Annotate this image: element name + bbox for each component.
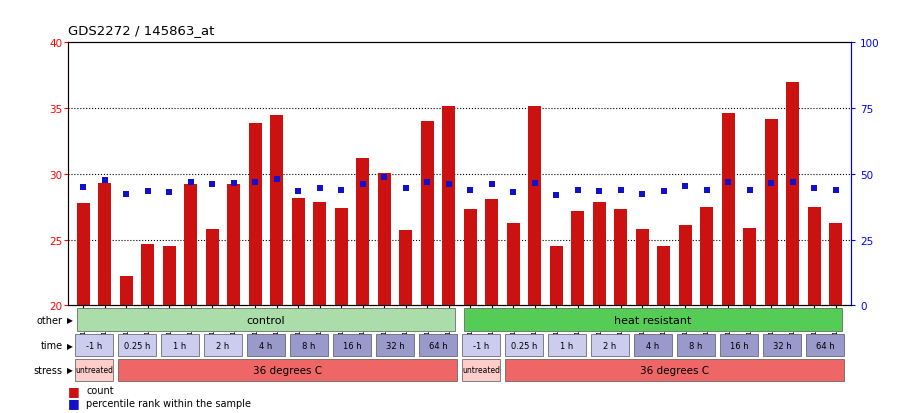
Bar	[722, 114, 734, 306]
Text: 64 h: 64 h	[815, 341, 834, 350]
Text: ▶: ▶	[67, 316, 73, 325]
Bar	[313, 202, 327, 306]
Bar	[808, 207, 821, 306]
Bar	[228, 185, 240, 306]
Bar	[591, 334, 630, 356]
Bar	[529, 106, 541, 306]
Text: 0.25 h: 0.25 h	[124, 341, 150, 350]
Text: control: control	[247, 315, 286, 325]
Bar	[247, 334, 286, 356]
Bar	[764, 119, 778, 306]
Bar	[206, 230, 218, 306]
Text: 1 h: 1 h	[561, 341, 573, 350]
Bar	[743, 228, 756, 306]
Bar	[117, 334, 157, 356]
Bar	[829, 223, 843, 306]
Bar	[161, 334, 199, 356]
Bar	[786, 83, 799, 306]
Bar	[163, 247, 176, 306]
Bar	[76, 203, 90, 306]
Text: 4 h: 4 h	[646, 341, 660, 350]
Bar	[464, 309, 843, 332]
Text: ▶: ▶	[67, 341, 73, 350]
Bar	[633, 334, 672, 356]
Text: 2 h: 2 h	[603, 341, 617, 350]
Bar	[679, 225, 692, 306]
Text: -1 h: -1 h	[86, 341, 102, 350]
Bar	[805, 334, 844, 356]
Text: -1 h: -1 h	[473, 341, 490, 350]
Text: 36 degrees C: 36 degrees C	[253, 365, 322, 375]
Bar	[763, 334, 802, 356]
Text: untreated: untreated	[462, 366, 501, 375]
Text: 64 h: 64 h	[429, 341, 448, 350]
Text: 8 h: 8 h	[690, 341, 703, 350]
Bar	[442, 106, 455, 306]
Bar	[399, 231, 412, 306]
Text: 0.25 h: 0.25 h	[511, 341, 537, 350]
Bar	[335, 209, 348, 306]
Bar	[614, 210, 627, 306]
Bar	[289, 334, 329, 356]
Bar	[333, 334, 371, 356]
Bar	[677, 334, 715, 356]
Bar	[505, 334, 543, 356]
Text: ■: ■	[68, 384, 80, 397]
Text: 16 h: 16 h	[730, 341, 748, 350]
Text: ■: ■	[68, 396, 80, 409]
Bar	[720, 334, 758, 356]
Bar	[141, 244, 155, 306]
Bar	[464, 210, 477, 306]
Text: GDS2272 / 145863_at: GDS2272 / 145863_at	[68, 24, 215, 37]
Text: 2 h: 2 h	[217, 341, 229, 350]
Bar	[204, 334, 242, 356]
Bar	[592, 202, 606, 306]
Bar	[461, 359, 501, 381]
Bar	[378, 173, 390, 306]
Text: count: count	[86, 385, 114, 395]
Bar	[548, 334, 586, 356]
Text: 32 h: 32 h	[773, 341, 792, 350]
Text: 4 h: 4 h	[259, 341, 273, 350]
Text: 1 h: 1 h	[174, 341, 187, 350]
Bar	[376, 334, 414, 356]
Bar	[419, 334, 458, 356]
Text: 36 degrees C: 36 degrees C	[640, 365, 709, 375]
Bar	[420, 122, 434, 306]
Text: stress: stress	[34, 365, 63, 375]
Text: 16 h: 16 h	[343, 341, 361, 350]
Bar	[117, 359, 458, 381]
Text: other: other	[36, 315, 63, 325]
Bar	[76, 309, 455, 332]
Bar	[292, 198, 305, 306]
Bar	[636, 230, 649, 306]
Bar	[120, 277, 133, 306]
Bar	[550, 247, 562, 306]
Bar	[461, 334, 501, 356]
Bar	[571, 211, 584, 306]
Bar	[485, 199, 499, 306]
Bar	[248, 123, 262, 306]
Bar	[98, 184, 111, 306]
Text: 32 h: 32 h	[386, 341, 404, 350]
Bar	[357, 159, 369, 306]
Bar	[657, 247, 671, 306]
Bar	[701, 207, 713, 306]
Bar	[270, 116, 283, 306]
Bar	[507, 223, 520, 306]
Bar	[505, 359, 844, 381]
Text: untreated: untreated	[75, 366, 113, 375]
Bar	[185, 185, 197, 306]
Bar	[75, 359, 114, 381]
Bar	[75, 334, 114, 356]
Text: heat resistant: heat resistant	[614, 315, 692, 325]
Text: time: time	[41, 340, 63, 350]
Text: ▶: ▶	[67, 366, 73, 375]
Text: percentile rank within the sample: percentile rank within the sample	[86, 398, 251, 408]
Text: 8 h: 8 h	[302, 341, 316, 350]
